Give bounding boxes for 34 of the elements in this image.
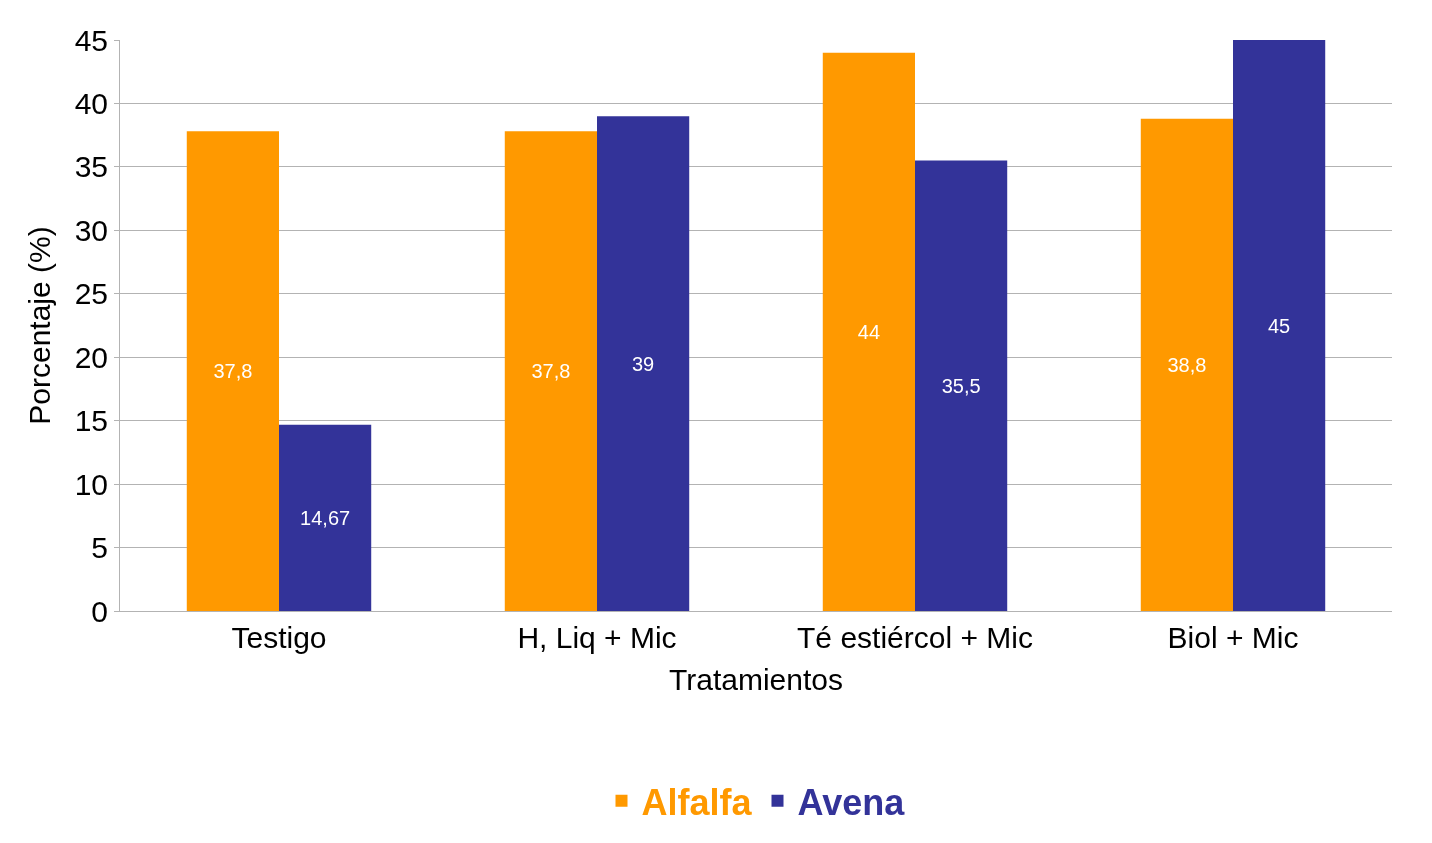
bar [1140,118,1233,611]
y-tick-label: 0 [91,594,108,628]
data-label: 39 [631,352,655,375]
y-tick-label: 35 [74,150,108,184]
bar [822,52,915,611]
data-label: 44 [857,320,881,343]
bar [504,131,597,611]
data-label: 37,8 [213,360,253,383]
y-tick-label: 45 [74,23,108,57]
legend-label: Avena [797,781,906,823]
y-tick-label: 5 [91,531,108,565]
y-axis-title: Porcentaje (%) [22,226,56,425]
x-tick-label: Té estiércol + Mic [797,621,1033,654]
x-tick-label: Biol + Mic [1167,621,1299,654]
y-tick-label: 10 [74,467,108,501]
y-tick-label: 20 [74,340,108,374]
bar [1233,40,1326,611]
data-label: 38,8 [1167,353,1207,376]
bar [915,160,1008,611]
y-tick-label: 40 [74,86,108,120]
legend-label: Alfalfa [641,781,753,823]
data-label: 35,5 [941,374,981,397]
x-tick-label: H, Liq + Mic [517,621,677,654]
data-label: 45 [1267,314,1291,337]
x-axis-title: Tratamientos [669,662,843,696]
y-tick-label: 25 [74,277,108,311]
bar [597,116,690,611]
data-label: 14,67 [300,506,351,529]
bar [186,131,279,611]
data-label: 37,8 [531,360,571,383]
y-tick-label: 15 [74,404,108,438]
x-tick-label: Testigo [231,621,327,654]
y-tick-label: 30 [74,213,108,247]
bar [279,424,372,611]
